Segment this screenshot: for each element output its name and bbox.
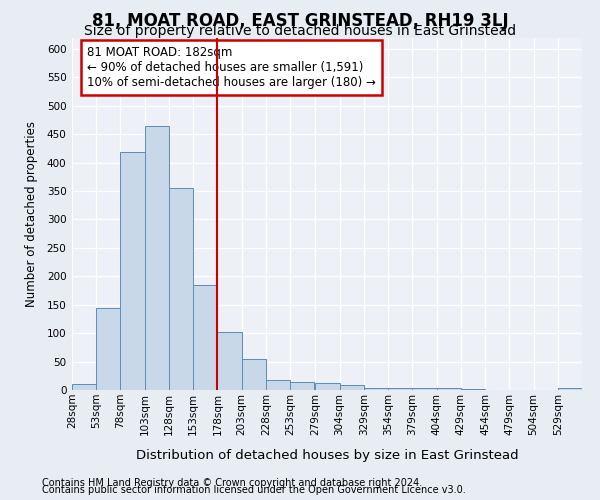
Text: 81 MOAT ROAD: 182sqm
← 90% of detached houses are smaller (1,591)
10% of semi-de: 81 MOAT ROAD: 182sqm ← 90% of detached h… (88, 46, 376, 90)
Bar (316, 383, 340, 390)
Bar (169, 188, 193, 390)
Bar (388, 388, 412, 390)
Text: Contains public sector information licensed under the Open Government Licence v3: Contains public sector information licen… (42, 485, 466, 495)
Bar (96, 308, 121, 390)
Bar (558, 388, 582, 390)
Bar (217, 332, 242, 390)
Bar (340, 386, 364, 390)
Bar (437, 388, 461, 390)
Bar (72, 384, 96, 390)
Bar (193, 285, 217, 390)
Y-axis label: Number of detached properties: Number of detached properties (25, 120, 38, 306)
Bar (364, 388, 388, 390)
Bar (242, 358, 266, 390)
Bar (290, 382, 314, 390)
X-axis label: Distribution of detached houses by size in East Grinstead: Distribution of detached houses by size … (136, 449, 518, 462)
Bar (461, 389, 485, 390)
Bar (266, 380, 290, 390)
Bar (145, 126, 169, 390)
Text: Size of property relative to detached houses in East Grinstead: Size of property relative to detached ho… (84, 24, 516, 38)
Bar (121, 152, 145, 390)
Text: 81, MOAT ROAD, EAST GRINSTEAD, RH19 3LJ: 81, MOAT ROAD, EAST GRINSTEAD, RH19 3LJ (92, 12, 508, 30)
Text: Contains HM Land Registry data © Crown copyright and database right 2024.: Contains HM Land Registry data © Crown c… (42, 478, 422, 488)
Bar (412, 388, 437, 390)
